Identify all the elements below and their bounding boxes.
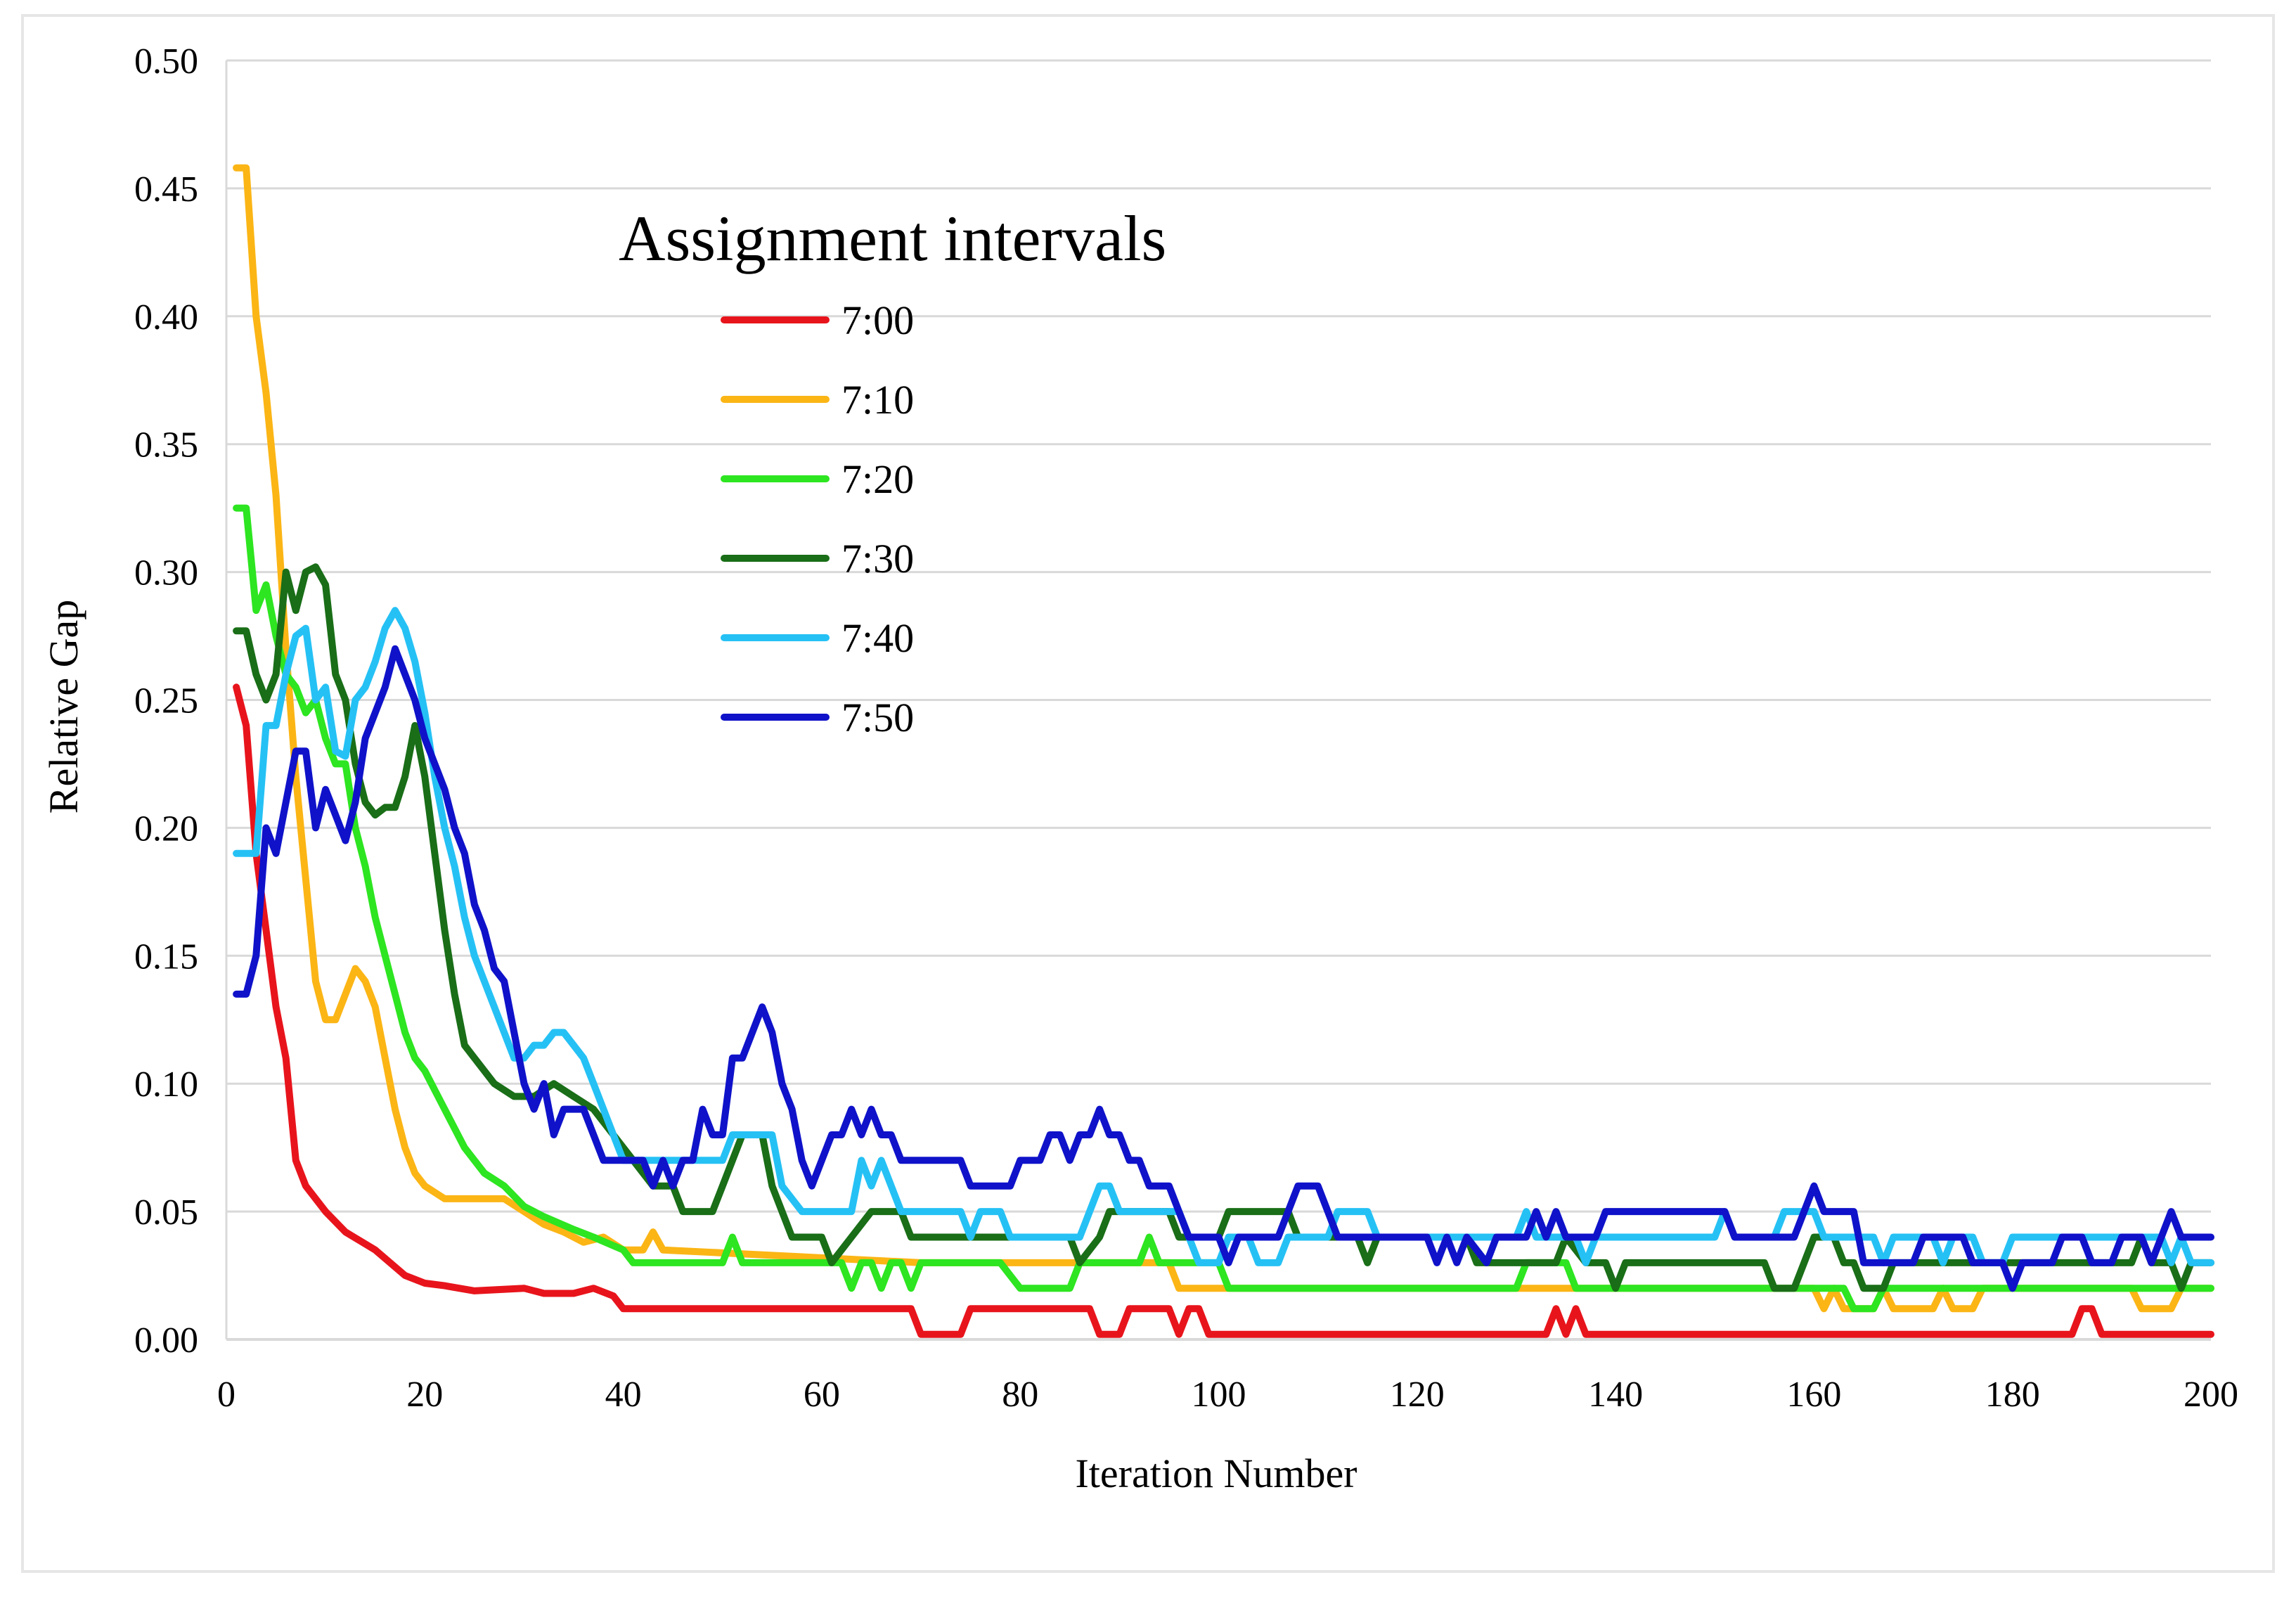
x-tick-label: 20 — [406, 1375, 443, 1415]
y-axis-title: Relative Gap — [41, 600, 86, 814]
x-tick-label: 160 — [1786, 1375, 1841, 1415]
y-tick-label: 0.50 — [134, 41, 198, 82]
y-tick-label: 0.00 — [134, 1320, 198, 1361]
x-tick-label: 140 — [1588, 1375, 1643, 1415]
series-line-730 — [233, 563, 2214, 1292]
x-tick-label: 80 — [1002, 1375, 1038, 1415]
x-tick-label: 0 — [217, 1375, 236, 1415]
y-tick-label: 0.40 — [134, 297, 198, 337]
series-lines — [233, 164, 2214, 1338]
y-tick-label: 0.25 — [134, 681, 198, 721]
x-tick-label: 180 — [1985, 1375, 2040, 1415]
y-tick-label: 0.10 — [134, 1065, 198, 1105]
legend-label: 7:50 — [841, 695, 914, 740]
legend-title: Assignment intervals — [619, 202, 1166, 274]
legend-label: 7:20 — [841, 456, 914, 502]
axes — [225, 60, 2211, 1341]
series-line-700 — [233, 683, 2214, 1338]
series-line-720 — [233, 504, 2214, 1313]
legend-label: 7:30 — [841, 536, 914, 581]
y-tick-label: 0.30 — [134, 553, 198, 593]
x-tick-label: 120 — [1390, 1375, 1445, 1415]
legend-label: 7:40 — [841, 615, 914, 661]
series-line-710 — [233, 164, 2214, 1313]
y-tick-label: 0.45 — [134, 169, 198, 210]
y-tick-label: 0.35 — [134, 425, 198, 465]
y-tick-label: 0.05 — [134, 1192, 198, 1233]
y-tick-label: 0.20 — [134, 809, 198, 849]
series-line-740 — [233, 607, 2214, 1266]
x-tick-label: 40 — [605, 1375, 642, 1415]
x-tick-label: 100 — [1192, 1375, 1246, 1415]
legend: Assignment intervals 7:00 7:10 7:20 7:30 7:4… — [619, 202, 1166, 740]
y-tick-label: 0.15 — [134, 937, 198, 977]
series-line-750 — [233, 645, 2214, 1292]
legend-label: 7:00 — [841, 297, 914, 343]
tick-labels: 0.00 0.05 0.10 0.15 0.20 0.25 0.30 0.35 0.40 0.45… — [134, 41, 2238, 1415]
x-tick-label: 60 — [804, 1375, 840, 1415]
x-tick-label: 200 — [2184, 1375, 2238, 1415]
x-axis-title: Iteration Number — [1075, 1451, 1357, 1496]
legend-label: 7:10 — [841, 377, 914, 423]
gridlines — [226, 59, 2211, 1213]
